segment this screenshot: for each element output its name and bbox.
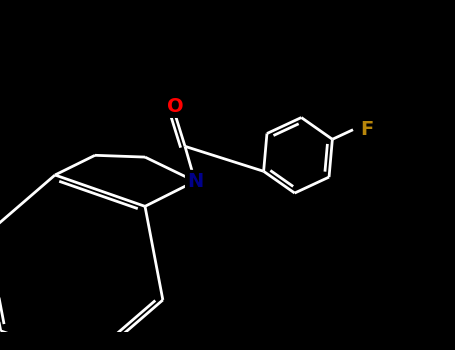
Text: F: F (360, 120, 374, 139)
Text: N: N (187, 172, 203, 191)
Text: O: O (167, 97, 183, 116)
